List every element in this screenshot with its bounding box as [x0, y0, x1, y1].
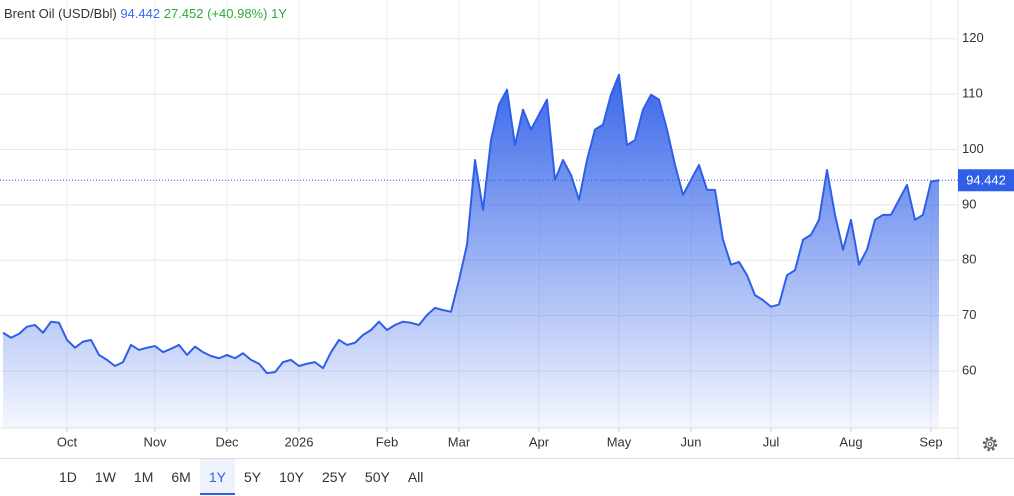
- range-button[interactable]: 1Y: [199, 459, 235, 495]
- price-change-percent: (+40.98%): [207, 6, 268, 21]
- range-button[interactable]: 1M: [133, 469, 154, 485]
- x-tick-label: Dec: [215, 434, 239, 449]
- range-button[interactable]: 1W: [94, 469, 116, 485]
- y-tick-label: 100: [962, 141, 984, 156]
- settings-icon[interactable]: [982, 436, 998, 452]
- price-line: [2, 73, 940, 375]
- period: 1Y: [271, 6, 287, 21]
- last-price-label: 94.442: [966, 173, 1006, 188]
- y-tick-label: 80: [962, 252, 976, 267]
- chart: 60 70 80 90 100 110 120 Oct Nov Dec 2026 Feb Mar Apr M…: [0, 0, 1014, 458]
- y-tick-label: 110: [962, 86, 983, 101]
- range-button[interactable]: 10Y: [279, 469, 304, 485]
- y-tick-label: 60: [962, 362, 976, 377]
- y-tick-label: 70: [962, 307, 976, 322]
- chart-header: Brent Oil (USD/Bbl) 94.442 27.452 (+40.9…: [4, 6, 287, 21]
- range-buttons: 1D 1W 1M 6M 1Y 5Y 10Y 25Y 50Y All: [50, 459, 432, 496]
- range-button[interactable]: 50Y: [364, 469, 390, 485]
- range-button[interactable]: 25Y: [321, 469, 347, 485]
- price-change: 27.452: [163, 6, 204, 21]
- x-tick-label: Feb: [376, 434, 398, 449]
- last-price-box: [958, 169, 1014, 192]
- y-tick-label: 90: [962, 196, 976, 211]
- x-tick-label: Oct: [57, 434, 78, 449]
- x-tick-label: Nov: [143, 434, 167, 449]
- x-tick-label: Mar: [448, 434, 471, 449]
- x-tick-label: Apr: [529, 434, 550, 449]
- last-price: 94.442: [120, 6, 161, 21]
- range-button[interactable]: 5Y: [243, 469, 262, 485]
- area-fill: [3, 74, 939, 428]
- range-button[interactable]: All: [407, 469, 424, 485]
- y-tick-label: 120: [962, 30, 984, 45]
- range-button[interactable]: 1D: [59, 469, 77, 485]
- x-tick-label: May: [607, 434, 632, 449]
- instrument-name: Brent Oil (USD/Bbl): [4, 6, 117, 21]
- x-tick-label: Sep: [919, 434, 942, 449]
- x-tick-label: Aug: [839, 434, 862, 449]
- range-button[interactable]: 6M: [171, 469, 191, 485]
- x-tick-label: 2026: [285, 434, 314, 449]
- x-tick-label: Jun: [681, 434, 702, 449]
- range-bar: 1D 1W 1M 6M 1Y 5Y 10Y 25Y 50Y All: [0, 458, 1014, 496]
- x-tick-label: Jul: [763, 434, 780, 449]
